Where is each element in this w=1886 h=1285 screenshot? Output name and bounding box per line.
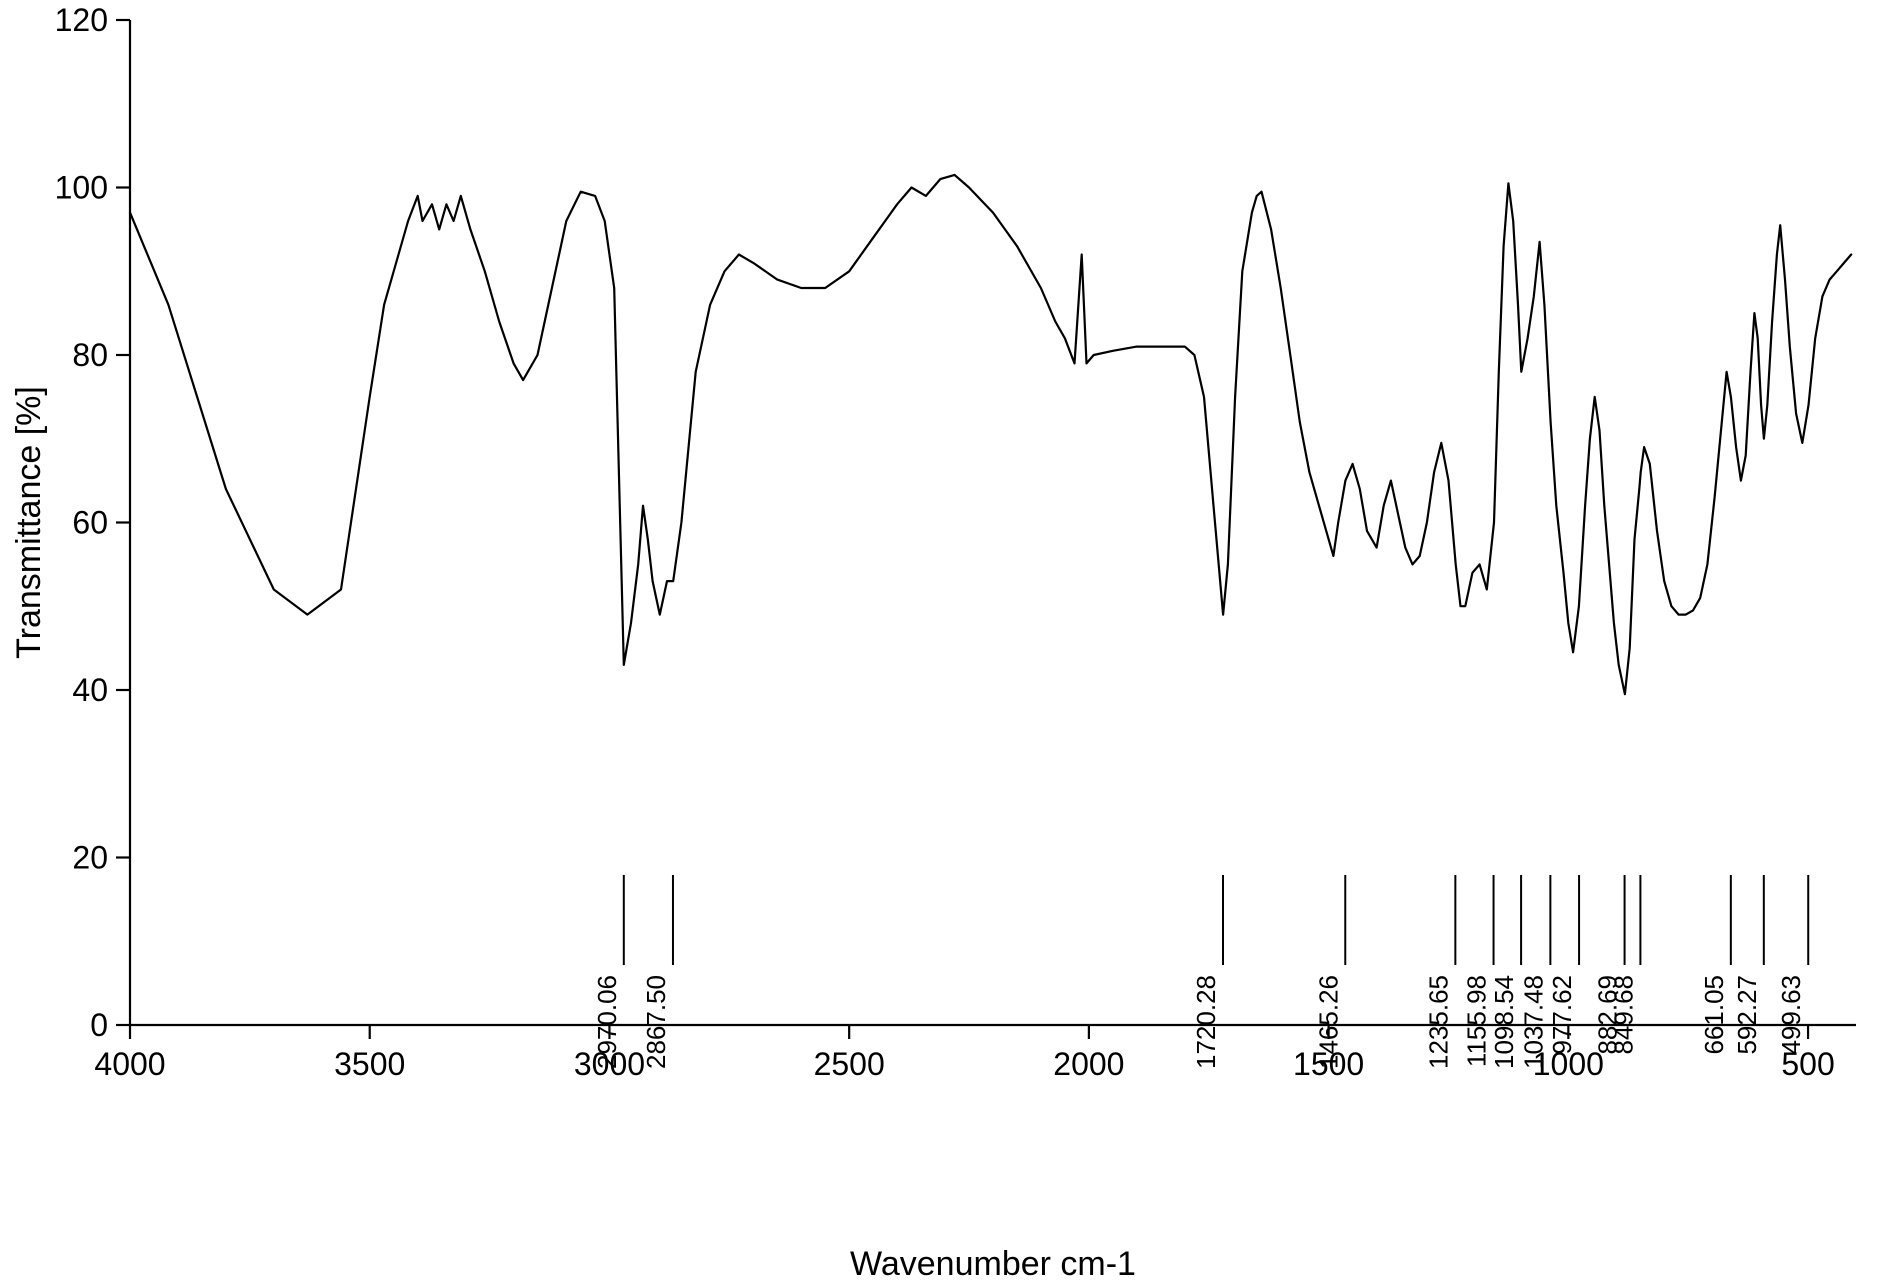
peak-label: 1155.98 bbox=[1462, 975, 1492, 1067]
peak-label: 977.62 bbox=[1547, 975, 1577, 1055]
peak-label: 1720.28 bbox=[1191, 975, 1221, 1069]
y-tick-label: 0 bbox=[90, 1007, 108, 1043]
ir-spectrum-chart: 0204060801001204000350030002500200015001… bbox=[0, 0, 1886, 1285]
x-tick-label: 4000 bbox=[94, 1046, 165, 1082]
x-tick-label: 2000 bbox=[1053, 1046, 1124, 1082]
peak-label: 2867.50 bbox=[641, 975, 671, 1069]
y-tick-label: 100 bbox=[55, 170, 108, 206]
y-tick-label: 20 bbox=[72, 840, 108, 876]
peak-label: 499.63 bbox=[1776, 975, 1806, 1055]
peak-label: 1465.26 bbox=[1313, 975, 1343, 1069]
spectrum-line bbox=[130, 175, 1851, 694]
peak-label: 1037.48 bbox=[1518, 975, 1548, 1069]
peak-label: 592.27 bbox=[1732, 975, 1762, 1055]
peak-label: 2970.06 bbox=[592, 975, 622, 1069]
peak-label: 1235.65 bbox=[1423, 975, 1453, 1069]
y-tick-label: 80 bbox=[72, 337, 108, 373]
y-tick-label: 120 bbox=[55, 2, 108, 38]
peak-label: 661.05 bbox=[1699, 975, 1729, 1055]
peak-label: 849.68 bbox=[1608, 975, 1638, 1055]
x-tick-label: 2500 bbox=[814, 1046, 885, 1082]
chart-svg: 0204060801001204000350030002500200015001… bbox=[0, 0, 1886, 1285]
y-axis-title: Transmittance [%] bbox=[10, 386, 48, 659]
y-tick-label: 60 bbox=[72, 505, 108, 541]
x-axis-title: Wavenumber cm-1 bbox=[850, 1245, 1136, 1283]
y-tick-label: 40 bbox=[72, 672, 108, 708]
peak-label: 1098.54 bbox=[1489, 975, 1519, 1069]
x-tick-label: 3500 bbox=[334, 1046, 405, 1082]
